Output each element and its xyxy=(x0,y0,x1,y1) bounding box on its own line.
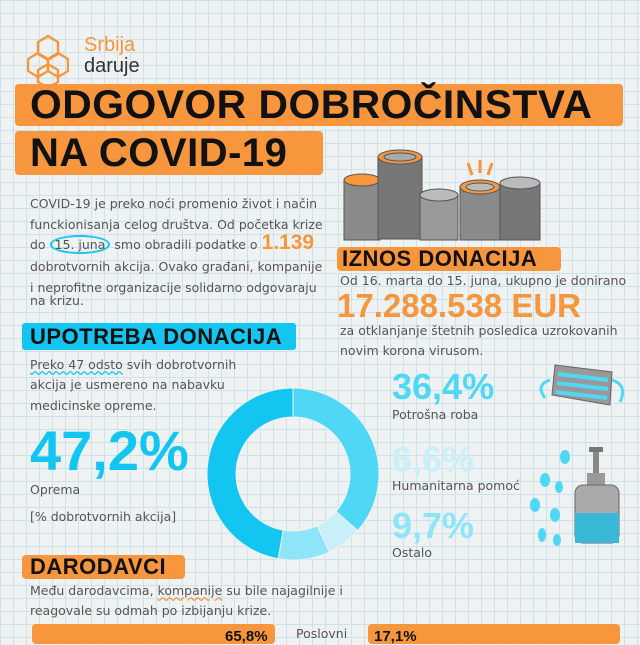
page-title-line2: NA COVID-19 xyxy=(30,131,288,175)
intro-text: smo obradili podatke o xyxy=(110,237,262,252)
label-potrosna-roba: Potrošna roba xyxy=(392,407,479,422)
donors-highlight: kompanije xyxy=(157,583,223,598)
label-oprema: Oprema xyxy=(30,482,81,497)
donut-chart xyxy=(206,387,380,561)
donors-text: su bile najagilnije i xyxy=(222,583,343,598)
intro-line-4: dobrotvornih akcija. Ovako građani, komp… xyxy=(30,259,323,274)
donors-bar-2-value: 17,1% xyxy=(374,628,417,645)
intro-date-highlight: 15. juna xyxy=(49,235,111,254)
label-ostalo: Ostalo xyxy=(392,545,433,560)
donors-line-1: Među darodavcima, kompanije su bile naja… xyxy=(30,580,343,601)
intro-line-6: na krizu. xyxy=(30,293,84,308)
intro-text: do xyxy=(30,237,50,252)
donors-bar-2 xyxy=(368,624,620,644)
donations-line-1: za otklanjanje štetnih posledica uzrokov… xyxy=(340,323,618,338)
donations-heading: IZNOS DONACIJA xyxy=(342,246,538,271)
value-oprema: 47,2% xyxy=(30,419,189,482)
donors-heading: DARODAVCI xyxy=(30,554,167,579)
usage-highlight: Preko 47 odsto xyxy=(30,357,123,372)
donut-slice-oprema xyxy=(206,387,294,560)
usage-line-3: medicinske opreme. xyxy=(30,398,157,413)
donations-heading-band xyxy=(337,247,561,271)
title-band-2 xyxy=(15,131,323,175)
action-count: 1.139 xyxy=(261,231,315,254)
intro-line-1: COVID-19 je preko noći promenio život i … xyxy=(30,196,318,211)
chart-unit-note: [% dobrotvornih akcija] xyxy=(30,509,177,524)
usage-heading: UPOTREBA DONACIJA xyxy=(30,324,283,349)
usage-text: svih dobrotvornih xyxy=(122,357,237,372)
page-title-line1: ODGOVOR DOBROČINSTVA xyxy=(30,83,593,127)
donations-line-2: novim korona virusom. xyxy=(340,343,484,358)
value-ostalo: 9,7% xyxy=(392,505,475,546)
donors-bar-1 xyxy=(32,624,275,644)
logo-text-srbija: Srbija xyxy=(84,34,136,56)
face-mask-illustration xyxy=(539,364,625,406)
donors-bar-1-value: 65,8% xyxy=(225,628,268,645)
donations-amount: 17.288.538 EUR xyxy=(337,287,582,324)
value-potrosna-roba: 36,4% xyxy=(392,366,495,407)
usage-line-2: akcija je usmereno na nabavku xyxy=(30,377,225,392)
donors-mid-label: Poslovni xyxy=(296,626,348,641)
coins-illustration xyxy=(343,149,541,241)
donut-slice-potro-na-roba xyxy=(292,387,380,532)
usage-heading-band xyxy=(22,323,296,350)
usage-line-1: Preko 47 odsto svih dobrotvornih xyxy=(30,354,236,375)
donors-heading-band xyxy=(22,555,185,579)
intro-line-3: do 15. juna smo obradili podatke o 1.139 xyxy=(30,232,314,255)
value-humanitarna-pomoc: 6,6% xyxy=(392,439,475,480)
intro-line-5: i neprofitne organizacije solidarno odgo… xyxy=(30,280,317,295)
intro-line-2: funckionisanja celog društva. Od početka… xyxy=(30,217,323,232)
logo-text-daruje: daruje xyxy=(84,55,140,77)
donations-lead: Od 16. marta do 15. juna, ukupno je doni… xyxy=(340,273,627,288)
label-humanitarna-pomoc: Humanitarna pomoć xyxy=(392,478,520,493)
sanitizer-bottle-illustration xyxy=(530,447,620,546)
title-band-1 xyxy=(15,84,623,126)
donors-line-2: reagovale su odmah po izbijanju krize. xyxy=(30,603,272,618)
donors-text: Među darodavcima, xyxy=(30,583,158,598)
